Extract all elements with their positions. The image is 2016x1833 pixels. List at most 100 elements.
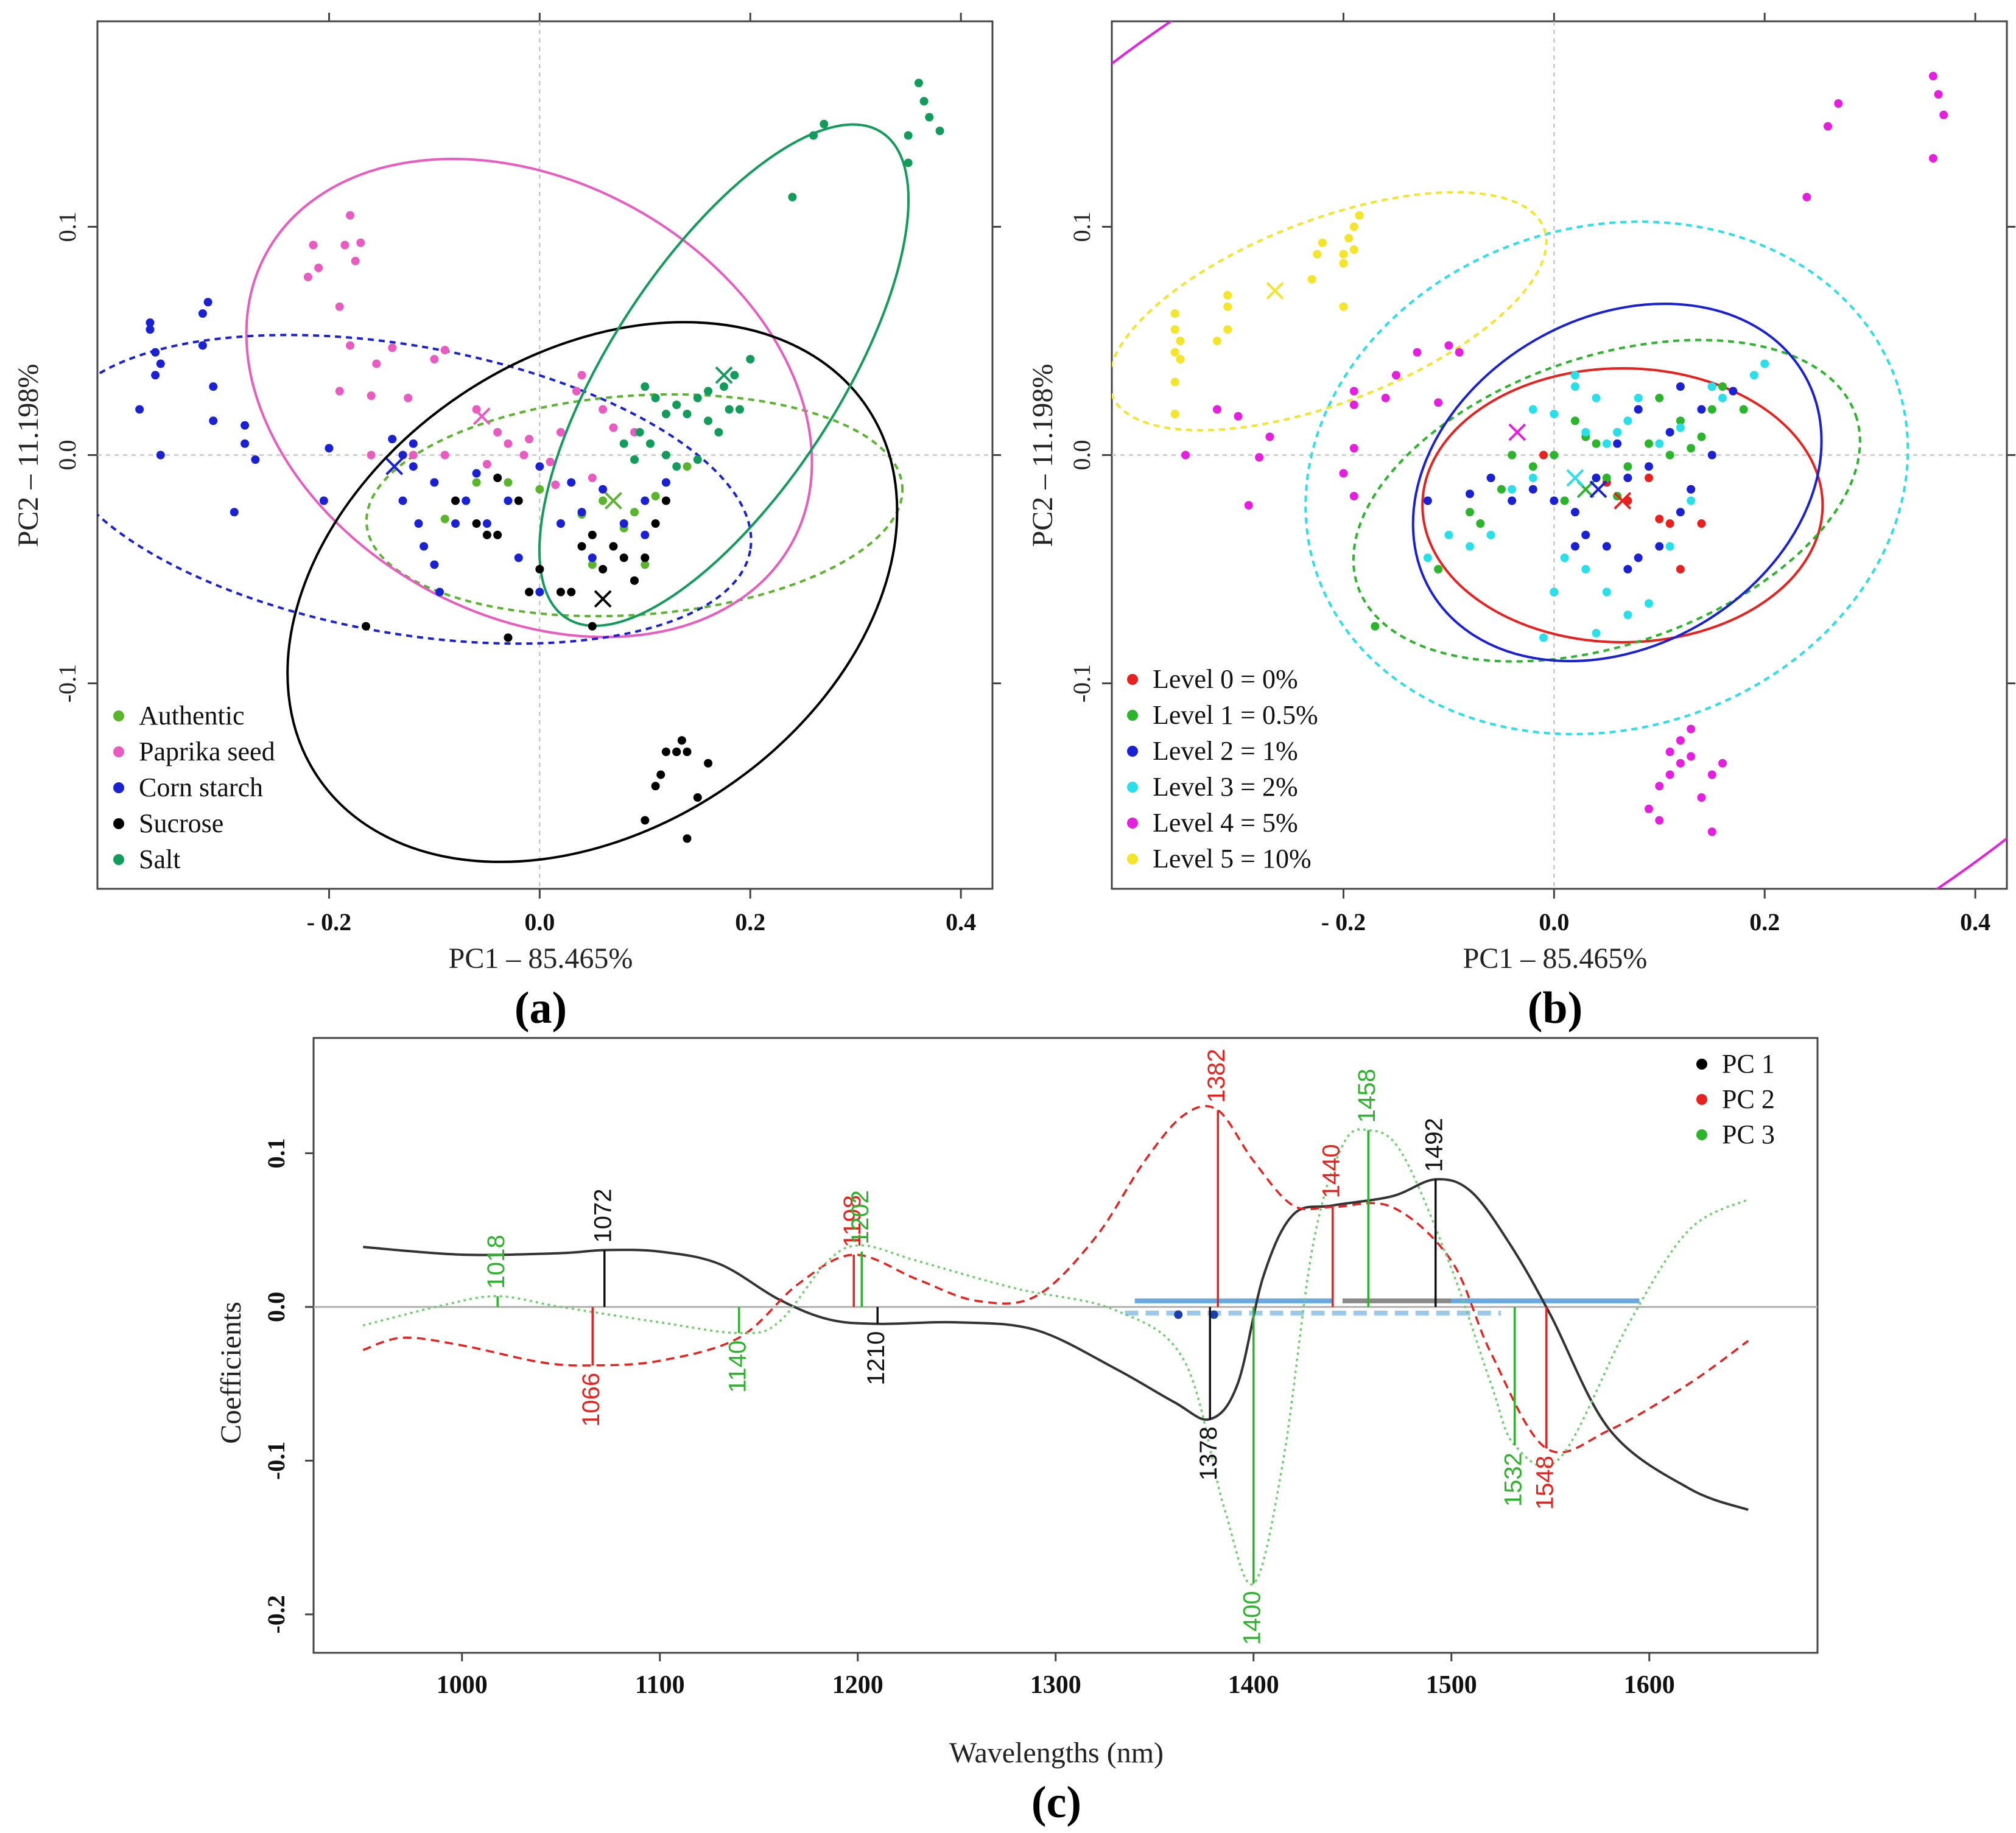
b-point-level-1-17 bbox=[1739, 405, 1748, 414]
c-peak-label: 1202 bbox=[847, 1190, 874, 1244]
a-point-salt-2 bbox=[925, 113, 934, 122]
c-peak-label: 1458 bbox=[1354, 1069, 1380, 1123]
panel-c-x-ticks: 1000 1100 1200 1300 1400 1500 1600 bbox=[437, 1653, 1675, 1699]
a-point-authentic-2 bbox=[535, 485, 544, 494]
panel-a-x-ticks: - 0.2 0.0 0.2 0.4 bbox=[307, 13, 976, 936]
b-point-level-2-17 bbox=[1676, 382, 1685, 391]
c-peak-1400: 1400 bbox=[1238, 1306, 1265, 1645]
b-legend-item: Level 0 = 0% bbox=[1127, 664, 1298, 694]
a-point-salt-18 bbox=[651, 393, 660, 402]
b-point-level-2-25 bbox=[1665, 428, 1674, 436]
a-point-sucrose-14 bbox=[630, 576, 639, 585]
b-point-level-5-18 bbox=[1355, 211, 1364, 220]
a-point-salt-19 bbox=[641, 382, 650, 391]
b-point-level-4-25 bbox=[1676, 736, 1685, 745]
a-point-salt-20 bbox=[635, 428, 644, 436]
a-point-corn-starch-4 bbox=[151, 371, 160, 380]
b-point-level-2-9 bbox=[1623, 565, 1632, 573]
a-legend-swatch bbox=[113, 854, 124, 865]
b-ytick-label: 0.0 bbox=[1068, 440, 1095, 471]
a-point-sucrose-13 bbox=[619, 553, 628, 563]
a-point-paprika-seed-14 bbox=[430, 355, 439, 363]
a-point-paprika-seed-31 bbox=[440, 450, 449, 460]
b-point-level-2-20 bbox=[1592, 474, 1601, 482]
a-point-sucrose-3 bbox=[482, 530, 491, 539]
b-point-level-4-13 bbox=[1381, 393, 1390, 402]
a-point-corn-starch-6 bbox=[203, 298, 212, 307]
a-point-salt-9 bbox=[746, 355, 755, 363]
b-point-level-5-11 bbox=[1307, 275, 1316, 284]
a-point-paprika-seed-29 bbox=[609, 423, 618, 432]
centroid-stroke bbox=[604, 492, 622, 510]
a-point-paprika-seed-1 bbox=[303, 273, 312, 281]
c-peak-1202: 1202 bbox=[847, 1190, 874, 1307]
b-legend-label: Level 5 = 10% bbox=[1153, 844, 1312, 874]
a-point-salt-15 bbox=[683, 410, 692, 418]
a-point-salt-0 bbox=[914, 79, 923, 88]
a-point-corn-starch-20 bbox=[409, 462, 418, 471]
a-xtick-label: 0.4 bbox=[946, 908, 976, 936]
b-legend-swatch bbox=[1127, 818, 1138, 829]
b-point-level-0-5 bbox=[1676, 565, 1685, 573]
b-point-level-5-10 bbox=[1223, 325, 1232, 334]
a-point-corn-starch-44 bbox=[451, 519, 460, 528]
a-point-salt-26 bbox=[714, 428, 723, 436]
a-centroid-authentic bbox=[604, 492, 622, 510]
a-point-corn-starch-13 bbox=[241, 439, 250, 448]
a-point-paprika-seed-33 bbox=[504, 439, 513, 448]
b-point-level-4-17 bbox=[1349, 492, 1358, 500]
panel-c-x-axis-label: Wavelengths (nm) bbox=[949, 1737, 1164, 1769]
panel-b-ellipses bbox=[1112, 21, 2007, 889]
b-point-level-2-24 bbox=[1645, 462, 1653, 471]
a-point-corn-starch-40 bbox=[567, 478, 576, 487]
a-point-paprika-seed-4 bbox=[340, 240, 349, 250]
a-point-authentic-4 bbox=[599, 496, 608, 505]
a-point-salt-13 bbox=[704, 387, 713, 396]
c-peak-label: 1140 bbox=[724, 1341, 751, 1393]
a-legend-item: Corn starch bbox=[113, 773, 263, 802]
b-point-level-4-34 bbox=[1665, 748, 1674, 756]
a-point-paprika-seed-24 bbox=[599, 405, 608, 414]
b-point-level-2-10 bbox=[1634, 553, 1643, 563]
a-point-corn-starch-22 bbox=[414, 519, 423, 528]
a-point-sucrose-4 bbox=[493, 474, 502, 482]
a-point-sucrose-6 bbox=[525, 587, 534, 597]
b-point-level-5-2 bbox=[1176, 337, 1185, 345]
b-xtick-label: 0.0 bbox=[1539, 908, 1569, 936]
b-point-level-1-24 bbox=[1687, 444, 1696, 453]
panel-c-series-lines bbox=[362, 1105, 1749, 1586]
b-point-level-3-10 bbox=[1602, 587, 1611, 597]
centroid-stroke bbox=[594, 590, 612, 608]
a-point-paprika-seed-22 bbox=[572, 387, 581, 396]
c-peak-label: 1066 bbox=[578, 1373, 605, 1427]
a-point-sucrose-15 bbox=[641, 553, 650, 563]
a-point-paprika-seed-16 bbox=[409, 450, 418, 460]
b-point-level-3-24 bbox=[1550, 410, 1559, 418]
c-xtick-label: 1000 bbox=[437, 1671, 488, 1699]
b-point-level-5-14 bbox=[1339, 250, 1348, 259]
a-point-corn-starch-30 bbox=[556, 519, 565, 528]
b-legend-label: Level 3 = 2% bbox=[1153, 772, 1298, 802]
b-legend-label: Level 0 = 0% bbox=[1153, 664, 1298, 694]
b-point-level-1-13 bbox=[1676, 416, 1685, 426]
a-point-salt-27 bbox=[735, 405, 744, 414]
panel-a-x-axis-label: PC1 – 85.465% bbox=[449, 942, 633, 975]
a-point-salt-10 bbox=[730, 371, 739, 380]
c-legend-item: PC 3 bbox=[1696, 1120, 1775, 1149]
panel-a-ellipses bbox=[97, 123, 910, 863]
a-point-paprika-seed-6 bbox=[351, 256, 360, 265]
a-point-sucrose-12 bbox=[609, 542, 618, 551]
b-point-level-3-12 bbox=[1645, 599, 1653, 608]
panel-b-pca-levels: - 0.2 0.0 0.2 0.4 0.10.0-0.1 Level 0 = 0%Le… bbox=[1027, 13, 2015, 1033]
b-point-level-4-6 bbox=[1802, 192, 1811, 202]
a-point-corn-starch-21 bbox=[398, 496, 407, 505]
b-point-level-2-5 bbox=[1550, 496, 1559, 505]
b-point-level-4-4 bbox=[1834, 99, 1843, 108]
b-point-level-1-8 bbox=[1570, 416, 1579, 426]
b-point-level-3-11 bbox=[1623, 611, 1632, 619]
b-point-level-3-22 bbox=[1613, 428, 1622, 436]
b-point-level-3-14 bbox=[1687, 496, 1696, 505]
c-legend-item: PC 2 bbox=[1696, 1084, 1775, 1114]
a-ellipse-paprika-seed bbox=[245, 158, 813, 639]
b-point-level-1-15 bbox=[1707, 405, 1716, 414]
